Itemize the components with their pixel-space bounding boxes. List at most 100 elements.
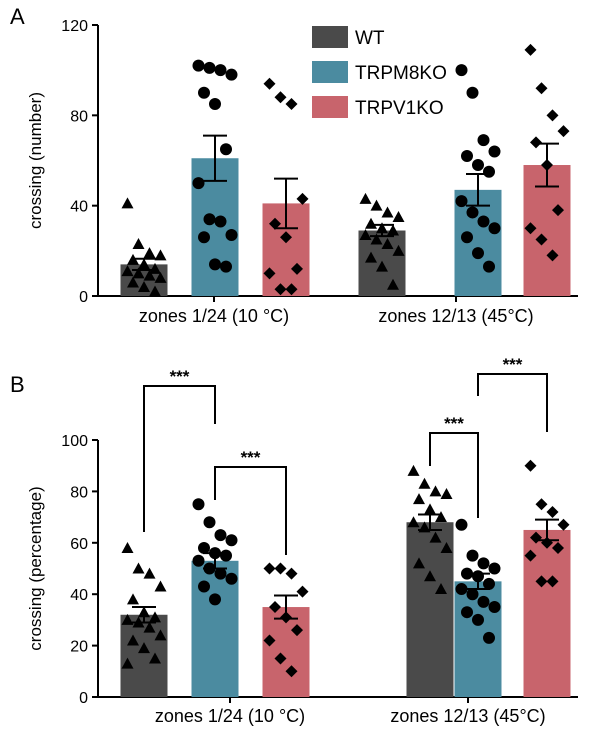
data-point-circle xyxy=(466,549,479,562)
data-point-triangle xyxy=(127,276,139,288)
data-point-triangle xyxy=(154,629,167,641)
data-point-circle xyxy=(477,134,490,147)
data-point-circle xyxy=(192,498,205,511)
data-point-circle xyxy=(220,143,232,156)
significance-label: *** xyxy=(444,414,464,433)
data-point-diamond xyxy=(263,267,276,280)
data-point-diamond xyxy=(263,634,276,647)
data-point-circle xyxy=(225,229,238,242)
data-point-diamond xyxy=(557,125,570,138)
data-point-diamond xyxy=(280,231,292,244)
data-point-circle xyxy=(225,572,238,585)
data-point-triangle xyxy=(392,210,405,222)
data-point-diamond xyxy=(285,665,298,678)
y-tick-label: 40 xyxy=(70,199,88,216)
data-point-triangle xyxy=(407,516,420,528)
data-point-triangle xyxy=(429,485,442,497)
legend-label: WT xyxy=(355,28,385,49)
data-point-triangle xyxy=(418,477,431,489)
data-point-diamond xyxy=(524,549,537,562)
data-point-diamond xyxy=(535,575,548,588)
data-point-circle xyxy=(203,213,216,226)
data-point-triangle xyxy=(154,249,167,261)
data-point-triangle xyxy=(132,267,145,279)
significance-bracket xyxy=(429,432,479,518)
data-point-diamond xyxy=(546,505,559,518)
data-point-triangle xyxy=(370,199,383,211)
data-point-circle xyxy=(455,518,468,531)
significance-label: *** xyxy=(241,448,261,467)
y-tick-label: 0 xyxy=(79,289,88,306)
data-point-circle xyxy=(472,159,484,172)
data-point-diamond xyxy=(291,624,303,637)
data-point-circle xyxy=(472,613,484,626)
data-point-circle xyxy=(455,195,468,208)
data-point-diamond xyxy=(274,91,287,104)
data-point-triangle xyxy=(132,562,145,574)
data-point-circle xyxy=(209,258,221,271)
data-point-diamond xyxy=(274,652,287,665)
chart-panel-b: 0 20 40 60 80 100 crossing (percentage) zones 1… xyxy=(26,355,578,726)
x-category-label: zones 1/24 (10 °C) xyxy=(139,306,289,326)
panel-a-letter: A xyxy=(10,4,25,29)
legend-swatch xyxy=(312,96,348,118)
data-point-circle xyxy=(214,529,227,542)
data-point-triangle xyxy=(149,652,161,664)
data-point-diamond xyxy=(552,204,564,217)
data-point-circle xyxy=(461,231,473,244)
data-point-circle xyxy=(220,549,232,562)
data-point-triangle xyxy=(138,642,150,654)
data-point-triangle xyxy=(132,238,145,250)
data-point-triangle xyxy=(413,493,425,505)
data-point-triangle xyxy=(121,613,134,625)
data-point-circle xyxy=(466,86,479,99)
data-point-diamond xyxy=(524,43,537,56)
data-point-diamond xyxy=(296,585,309,598)
data-point-triangle xyxy=(121,541,134,553)
x-category-label: zones 12/13 (45°C) xyxy=(378,306,533,326)
data-point-circle xyxy=(220,260,232,273)
data-point-triangle xyxy=(376,260,388,272)
y-tick-label: 80 xyxy=(70,108,88,125)
legend-swatch xyxy=(312,61,348,83)
y-tick-label: 80 xyxy=(70,484,88,501)
data-point-triangle xyxy=(370,233,383,245)
data-point-triangle xyxy=(381,206,394,218)
data-point-triangle xyxy=(440,487,453,499)
data-point-circle xyxy=(455,583,468,596)
y-axis-title: crossing (number) xyxy=(26,92,45,229)
legend-swatch xyxy=(312,26,348,48)
data-point-circle xyxy=(203,61,216,74)
data-point-circle xyxy=(225,534,238,547)
data-point-diamond xyxy=(530,136,542,149)
data-point-circle xyxy=(192,177,205,190)
legend: WT TRPM8KO TRPV1KO xyxy=(312,26,447,119)
data-point-circle xyxy=(192,554,205,567)
data-point-triangle xyxy=(143,621,156,633)
data-point-triangle xyxy=(392,244,405,256)
data-point-triangle xyxy=(387,224,399,236)
data-point-diamond xyxy=(269,601,281,614)
data-point-diamond xyxy=(535,233,548,246)
legend-label: TRPV1KO xyxy=(355,98,444,119)
x-category-label: zones 1/24 (10 °C) xyxy=(155,706,305,726)
data-point-circle xyxy=(198,231,210,244)
data-point-circle xyxy=(472,247,484,260)
data-point-diamond xyxy=(285,567,298,580)
panel-b-letter: B xyxy=(10,372,25,397)
data-point-diamond xyxy=(524,459,537,472)
y-tick-label: 20 xyxy=(70,639,88,656)
significance-bracket xyxy=(214,466,287,555)
data-point-circle xyxy=(198,580,210,593)
data-point-circle xyxy=(488,601,501,614)
data-point-triangle xyxy=(435,583,447,595)
data-point-circle xyxy=(198,541,210,554)
data-point-triangle xyxy=(127,634,139,646)
data-point-triangle xyxy=(387,278,399,290)
data-point-triangle xyxy=(365,251,377,263)
data-point-diamond xyxy=(546,249,559,262)
y-axis-title: crossing (percentage) xyxy=(26,486,45,650)
data-point-circle xyxy=(461,606,473,619)
y-tick-label: 100 xyxy=(61,433,88,450)
